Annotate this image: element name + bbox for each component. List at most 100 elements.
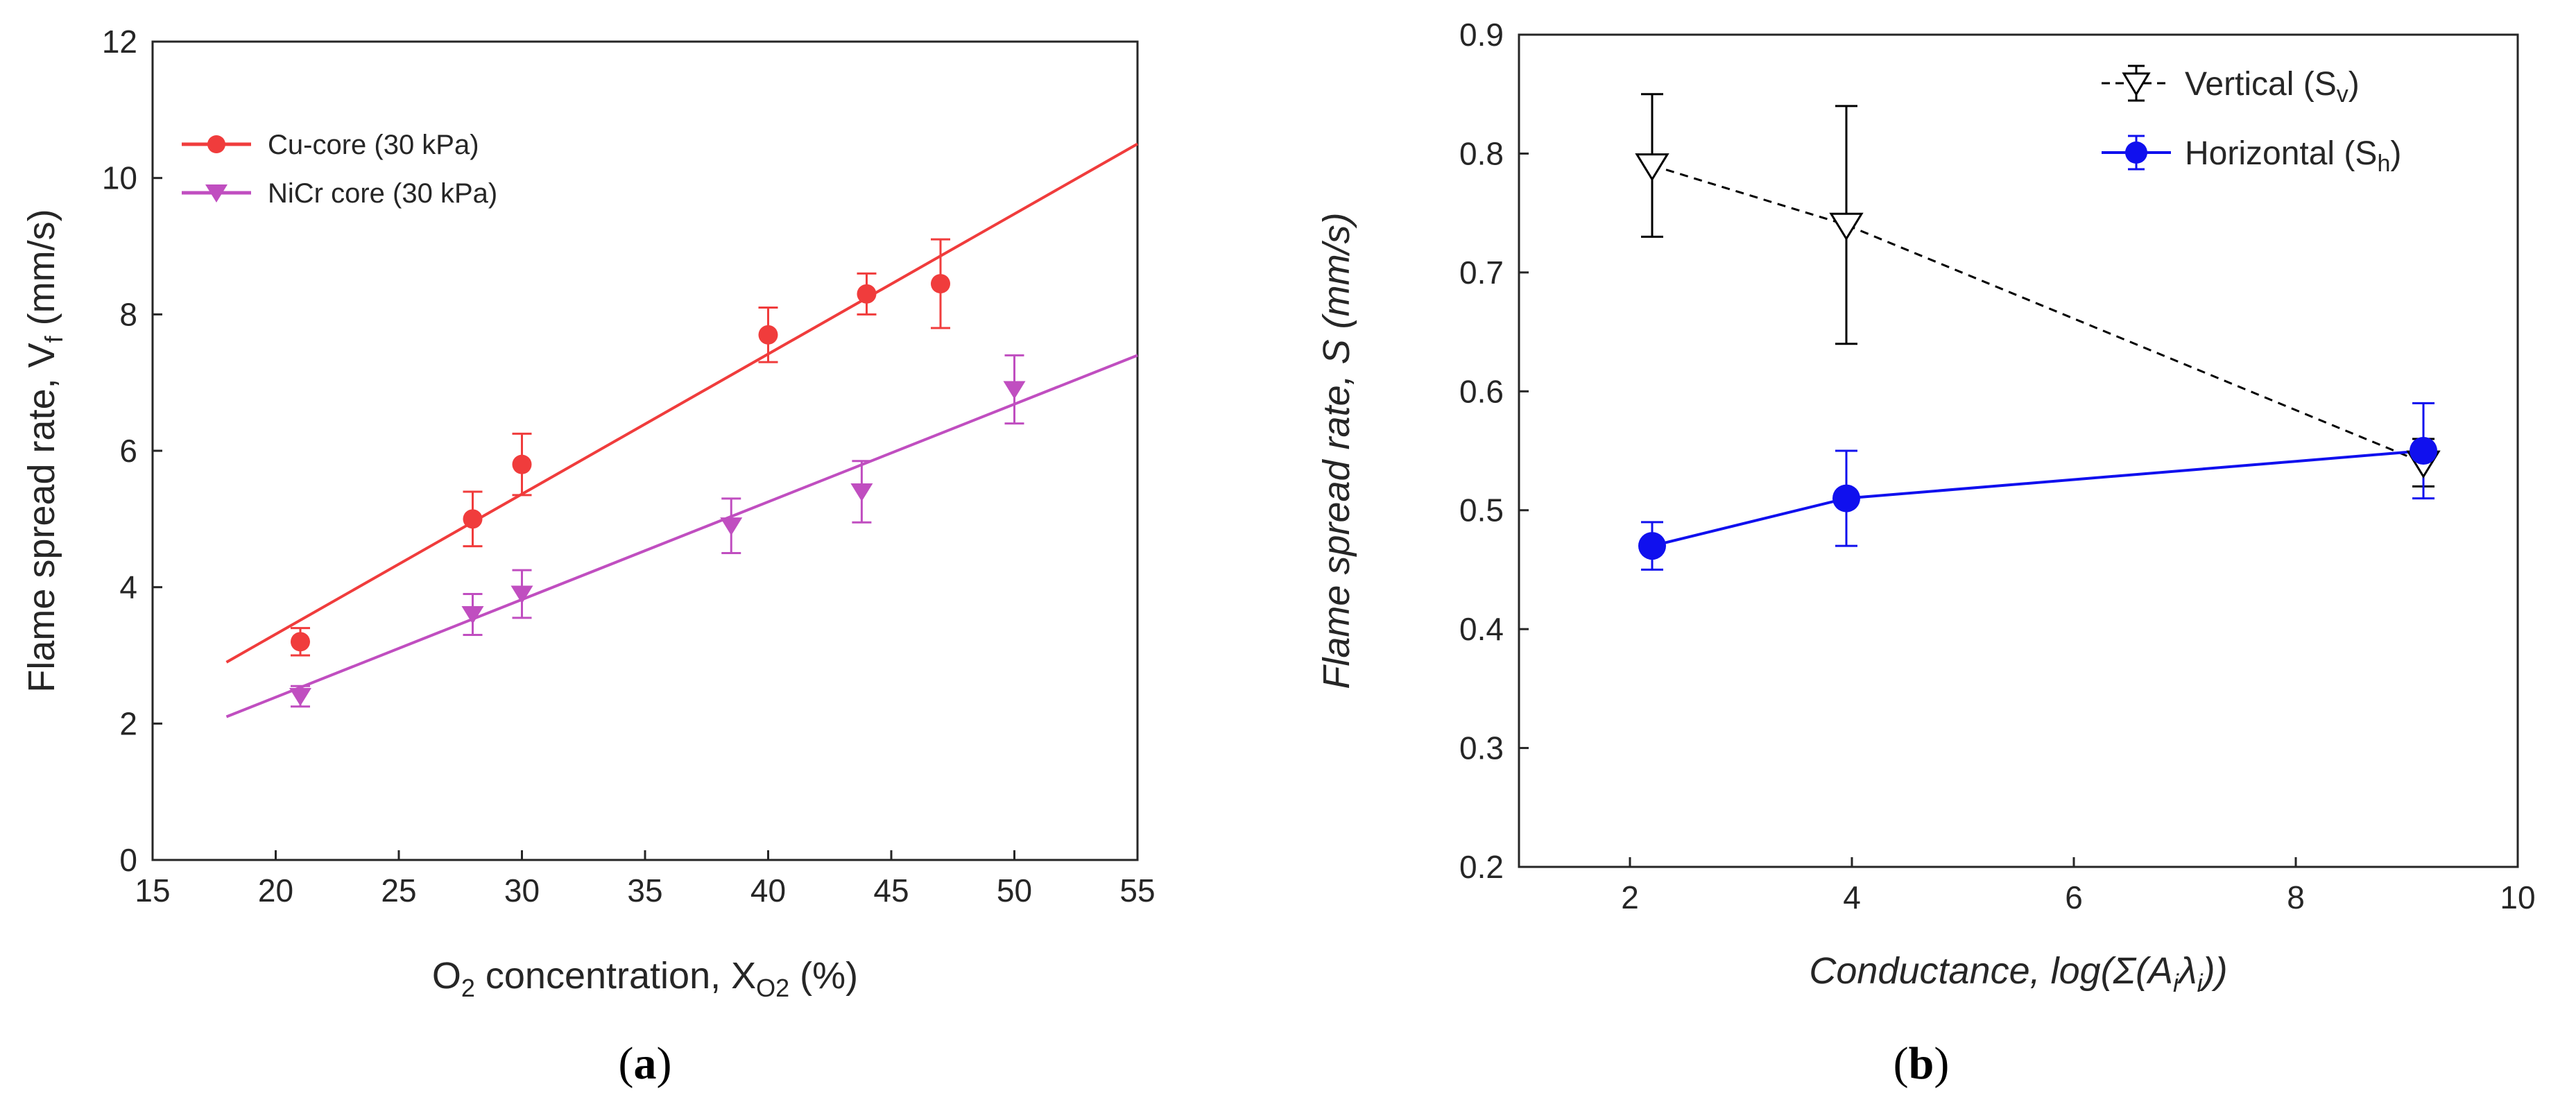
panel-a-xlabel-sub1: 2: [461, 974, 475, 1002]
panel-a-y-axis-title: Flame spread rate, Vf (mm/s): [21, 209, 68, 692]
data-point: [1003, 381, 1026, 399]
panel-a-chart: 15 20 25 30 35 40 45 50 55 0 2 4 6 8 10 12 Cu-core (30…: [21, 24, 1156, 1089]
x-tick-label: 40: [750, 872, 786, 909]
panel-b-label-letter: b: [1909, 1038, 1934, 1089]
data-point: [510, 585, 533, 604]
panel-a-plot-frame: [151, 40, 1139, 861]
x-tick-label: 6: [2065, 879, 2083, 915]
y-tick-label: 0.3: [1459, 730, 1504, 766]
panel-a-x-ticks: 15 20 25 30 35 40 45 50 55: [135, 850, 1156, 909]
y-tick-label: 6: [119, 433, 137, 469]
x-tick-label: 55: [1119, 872, 1155, 909]
data-point: [1829, 212, 1864, 241]
panel-b-x-ticks: 2 4 6 8 10: [1621, 857, 2536, 915]
panel-a-xlabel-mid: concentration, X: [475, 955, 756, 997]
panel-a-label: (a): [619, 1038, 672, 1089]
panel-b-points: [1635, 153, 2441, 560]
data-point: [931, 274, 950, 294]
panel-b-plot-frame: [1518, 33, 2519, 868]
data-point: [857, 284, 877, 304]
y-tick-label: 0.8: [1459, 135, 1504, 171]
panel-a-error-bars: [291, 238, 1024, 708]
panel-b-xlabel-sub1: i: [2173, 969, 2179, 997]
data-point: [463, 509, 483, 529]
data-point: [850, 483, 873, 501]
x-tick-label: 4: [1843, 879, 1861, 915]
x-tick-label: 30: [504, 872, 540, 909]
x-tick-label: 35: [627, 872, 662, 909]
y-tick-label: 0.4: [1459, 611, 1504, 647]
y-tick-label: 4: [119, 569, 137, 605]
x-tick-label: 45: [873, 872, 909, 909]
x-tick-label: 25: [381, 872, 416, 909]
x-tick-label: 10: [2500, 879, 2535, 915]
series-line-1: [1651, 449, 2424, 548]
legend-vertical-tail: ): [2349, 66, 2360, 103]
panel-a-xlabel-main: O: [432, 955, 461, 997]
data-point: [758, 325, 778, 345]
data-point: [1635, 153, 1669, 182]
panel-a-legend: Cu-core (30 kPa) NiCr core (30 kPa): [182, 130, 497, 209]
legend-label-nicr: NiCr core (30 kPa): [268, 178, 497, 209]
y-tick-label: 10: [102, 160, 137, 196]
panel-b-xlabel-tail: )): [2199, 950, 2228, 992]
panel-b-xlabel-mid: λ: [2176, 950, 2197, 992]
y-tick-label: 0.9: [1459, 17, 1504, 53]
series-line-0: [1651, 164, 2424, 464]
legend-horizontal-main: Horizontal (S: [2185, 135, 2377, 172]
x-tick-label: 8: [2287, 879, 2305, 915]
panel-a-xlabel-tail: (%): [789, 955, 858, 997]
data-point: [289, 688, 311, 706]
y-tick-label: 0.7: [1459, 255, 1504, 291]
legend-vertical-main: Vertical (S: [2185, 66, 2337, 103]
legend-label-cu: Cu-core (30 kPa): [268, 130, 479, 160]
x-tick-label: 50: [997, 872, 1032, 909]
y-tick-label: 12: [102, 24, 137, 60]
legend-marker-nicr: [205, 184, 227, 203]
y-tick-label: 0: [119, 842, 137, 878]
x-tick-label: 20: [258, 872, 293, 909]
legend-horizontal-sub: h: [2377, 150, 2390, 177]
panel-a-ylabel-main: Flame spread rate, V: [21, 343, 62, 692]
x-tick-label: 15: [135, 872, 170, 909]
legend-label-horizontal: Horizontal (Sh): [2185, 135, 2401, 177]
panel-a-y-ticks: 0 2 4 6 8 10 12: [102, 24, 162, 878]
data-point: [461, 606, 484, 624]
legend-horizontal-tail: ): [2390, 135, 2401, 172]
data-point: [291, 632, 310, 652]
legend-marker-vertical: [2122, 72, 2151, 96]
panel-a-points: [289, 274, 1026, 706]
panel-a-ylabel-sub: f: [40, 335, 68, 343]
y-tick-label: 2: [119, 705, 137, 741]
data-point: [2410, 437, 2437, 465]
x-tick-label: 2: [1621, 879, 1639, 915]
legend-vertical-sub: v: [2337, 81, 2349, 107]
y-tick-label: 0.2: [1459, 849, 1504, 885]
legend-marker-horizontal: [2125, 141, 2147, 164]
data-point: [720, 517, 743, 536]
panel-b-series-lines: [1651, 164, 2424, 548]
y-tick-label: 8: [119, 296, 137, 332]
panel-a-ylabel-tail: (mm/s): [21, 209, 62, 336]
fit-line-series-0: [225, 142, 1138, 664]
panel-b-x-axis-title: Conductance, log(Σ(Aiλi)): [1809, 950, 2227, 997]
panel-b-label: (b): [1894, 1038, 1950, 1089]
y-tick-label: 0.5: [1459, 492, 1504, 528]
legend-marker-cu: [207, 135, 225, 153]
panel-b-xlabel-sub2: i: [2197, 969, 2204, 997]
fit-line-series-1: [225, 354, 1138, 718]
panel-a-label-letter: a: [634, 1038, 657, 1089]
data-point: [1832, 484, 1860, 513]
panel-b-y-axis-title: Flame spread rate, S (mm/s): [1316, 212, 1357, 689]
data-point: [512, 454, 532, 474]
panel-a-xlabel-sub2: O2: [756, 974, 789, 1002]
panel-a-fit-lines: [225, 142, 1138, 718]
panel-b-legend: Vertical (Sv) Horizontal (Sh): [2102, 64, 2401, 177]
panel-b-chart: 2 4 6 8 10 0.2 0.3 0.4 0.5 0.6 0.7 0.8 0.9 Vertical…: [1316, 17, 2536, 1089]
panel-b-y-ticks: 0.2 0.3 0.4 0.5 0.6 0.7 0.8 0.9: [1459, 17, 1529, 885]
legend-label-vertical: Vertical (Sv): [2185, 66, 2360, 107]
data-point: [1638, 532, 1666, 560]
panel-b-xlabel-main: Conductance, log(Σ(A: [1809, 950, 2173, 992]
y-tick-label: 0.6: [1459, 373, 1504, 409]
